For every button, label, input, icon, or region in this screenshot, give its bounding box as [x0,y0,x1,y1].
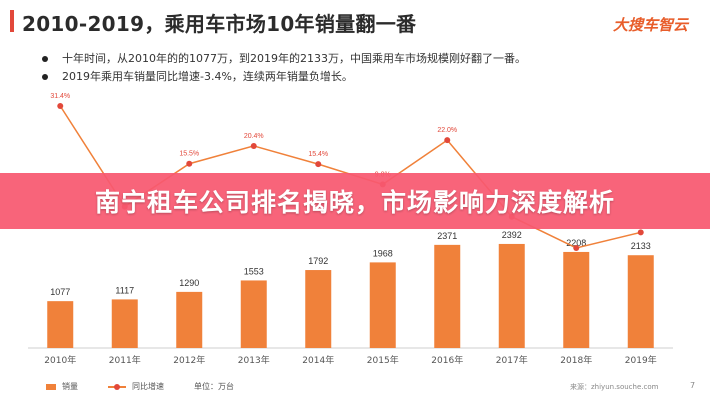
growth-label: 15.5% [179,151,199,158]
bar-value-label: 1792 [308,256,328,266]
growth-point [637,229,644,236]
bar-value-label: 1077 [50,287,70,297]
x-tick-label: 2019年 [625,354,657,366]
legend-line-label: 同比增速 [132,382,164,391]
bar-2018年 [563,251,590,348]
source-note: 来源：zhiyun.souche.com [570,383,659,391]
chart-legend: 销量 同比增速 单位：万台 [46,381,234,392]
growth-label: 31.4% [50,93,70,100]
bar-value-label: 2392 [502,230,522,240]
x-tick-label: 2016年 [431,354,463,366]
bullet-item: 十年时间，从2010年的的1077万，到2019年的2133万，中国乘用车市场规… [42,50,682,68]
bar-value-label: 1968 [373,248,393,258]
growth-point [573,244,580,251]
bullet-text: 2019年乘用车销量同比增速-3.4%，连续两年销量负增长。 [62,70,353,83]
bar-value-label: 2133 [631,241,651,251]
x-tick-label: 2014年 [302,354,334,366]
bar-2019年 [627,255,654,348]
page-number: 7 [690,381,696,390]
headline-banner-text: 南宁租车公司排名揭晓，市场影响力深度解析 [94,188,615,217]
title-accent-bar [10,10,14,32]
bullet-item: 2019年乘用车销量同比增速-3.4%，连续两年销量负增长。 [42,68,682,86]
bar-2012年 [176,291,203,348]
x-tick-label: 2018年 [560,354,592,366]
growth-point [315,161,322,168]
x-tick-label: 2012年 [173,354,205,366]
bar-value-label: 2208 [566,238,586,248]
headline-banner: 南宁租车公司排名揭晓，市场影响力深度解析 [0,173,710,229]
bar-2016年 [434,244,461,348]
legend-bar-swatch-icon [46,383,56,390]
bar-2015年 [369,262,396,348]
growth-point [444,137,451,144]
x-tick-label: 2011年 [109,354,141,366]
growth-label: 20.4% [244,133,264,140]
growth-point [186,160,193,167]
bar-2017年 [498,243,525,348]
bullet-dot-icon [42,74,48,80]
x-tick-label: 2017年 [496,354,528,366]
x-tick-label: 2010年 [44,354,76,366]
legend-bar-label: 销量 [62,382,78,391]
bar-value-label: 1117 [115,285,134,295]
growth-label: 22.0% [437,127,457,134]
bar-value-label: 1553 [244,266,264,276]
bar-2010年 [47,301,74,348]
bar-value-label: 2371 [437,231,457,241]
growth-point [57,103,64,110]
bar-2011年 [111,299,138,348]
x-tick-label: 2013年 [238,354,270,366]
growth-label: 15.4% [308,151,328,158]
bar-value-label: 1290 [179,278,199,288]
bar-2014年 [305,270,332,348]
bullet-list: 十年时间，从2010年的的1077万，到2019年的2133万，中国乘用车市场规… [42,50,682,86]
title-bar: 2010-2019，乘用车市场10年销量翻一番 大搜车智云 [0,0,710,40]
bullet-dot-icon [42,56,48,62]
x-tick-label: 2015年 [367,354,399,366]
bar-2013年 [240,280,267,348]
page-title: 2010-2019，乘用车市场10年销量翻一番 [22,12,417,36]
legend-unit-label: 单位：万台 [194,382,234,391]
bullet-text: 十年时间，从2010年的的1077万，到2019年的2133万，中国乘用车市场规… [62,52,526,65]
legend-line-swatch-icon [108,383,126,390]
brand-logo: 大搜车智云 [612,16,688,34]
growth-point [250,142,257,149]
